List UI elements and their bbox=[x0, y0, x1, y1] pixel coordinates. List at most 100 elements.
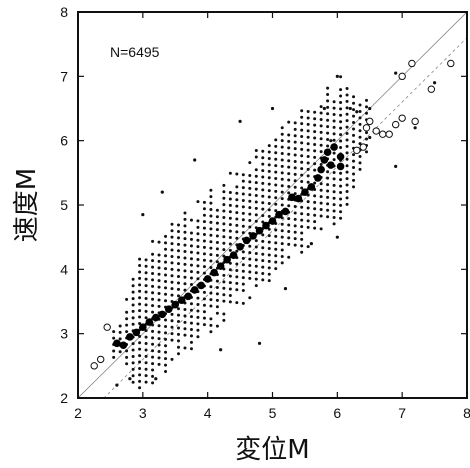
data-point-small bbox=[228, 197, 232, 201]
data-point-small bbox=[138, 366, 142, 370]
data-point-small bbox=[215, 215, 219, 219]
data-point-small bbox=[332, 106, 336, 110]
data-point-small bbox=[196, 335, 200, 339]
data-point-small bbox=[306, 142, 310, 146]
data-point-small bbox=[248, 212, 252, 216]
data-point-small bbox=[267, 234, 271, 238]
data-point-small bbox=[322, 106, 326, 111]
data-point-small bbox=[267, 279, 271, 283]
data-point-small bbox=[280, 248, 284, 252]
data-point-mean bbox=[223, 255, 231, 264]
data-point-small bbox=[293, 224, 297, 228]
data-point-small bbox=[352, 140, 356, 144]
data-point-mean bbox=[288, 193, 296, 202]
data-point-small bbox=[358, 109, 362, 113]
data-point-small bbox=[287, 172, 291, 176]
data-point-small bbox=[170, 242, 174, 246]
data-point-small bbox=[274, 189, 278, 193]
data-point-small bbox=[176, 287, 180, 291]
data-point-small bbox=[183, 307, 187, 311]
data-point-small bbox=[228, 287, 232, 291]
data-point-small bbox=[215, 298, 219, 302]
data-point-small bbox=[274, 177, 278, 181]
data-point-small bbox=[196, 219, 200, 223]
data-point-small bbox=[319, 227, 323, 231]
data-point-open bbox=[427, 85, 436, 93]
data-point-small bbox=[164, 350, 168, 354]
data-point-small bbox=[248, 251, 252, 255]
data-point-small bbox=[365, 150, 369, 154]
data-point-small bbox=[235, 191, 239, 195]
data-point-small bbox=[176, 242, 180, 246]
data-point-small bbox=[241, 289, 245, 293]
data-point-small bbox=[300, 173, 304, 177]
data-point-small bbox=[170, 332, 174, 336]
data-point-small bbox=[261, 156, 265, 160]
data-point-mean bbox=[164, 305, 173, 314]
data-point-small bbox=[125, 362, 129, 366]
data-point-small bbox=[274, 138, 278, 142]
data-point-small bbox=[176, 339, 180, 343]
x-tick-label: 8 bbox=[463, 405, 470, 421]
data-point-small bbox=[151, 362, 155, 366]
data-point-small bbox=[241, 211, 245, 215]
data-point-small bbox=[319, 105, 323, 109]
data-point-small bbox=[332, 215, 336, 219]
data-point-small bbox=[339, 100, 343, 104]
data-point-small bbox=[228, 248, 232, 252]
data-point-small bbox=[313, 162, 317, 166]
data-point-mean bbox=[158, 310, 167, 319]
data-point-small bbox=[157, 272, 161, 276]
data-point-small bbox=[164, 357, 168, 361]
data-point-small bbox=[164, 254, 168, 258]
data-point-mean bbox=[323, 148, 332, 157]
data-point-small bbox=[170, 357, 174, 361]
data-point-small bbox=[228, 268, 232, 272]
data-point-small bbox=[287, 120, 291, 124]
data-point-small bbox=[326, 208, 330, 212]
data-point-small bbox=[189, 321, 193, 325]
data-point-small bbox=[183, 224, 187, 228]
data-point-small bbox=[339, 216, 343, 220]
data-point-small bbox=[326, 86, 330, 90]
data-point-small bbox=[138, 360, 142, 364]
data-point-small bbox=[241, 276, 245, 280]
data-point-small bbox=[345, 157, 349, 161]
data-point-small bbox=[313, 200, 317, 204]
data-point-small bbox=[300, 122, 304, 126]
data-point-small bbox=[196, 238, 200, 242]
data-point-small bbox=[164, 318, 168, 322]
data-point-small bbox=[365, 137, 369, 141]
data-point-mean bbox=[184, 292, 193, 301]
data-point-small bbox=[215, 324, 219, 328]
data-point-small bbox=[209, 291, 213, 295]
data-point-small bbox=[118, 350, 122, 354]
data-point-small bbox=[394, 164, 398, 168]
data-point-small bbox=[280, 197, 284, 201]
data-point-small bbox=[319, 117, 323, 121]
data-point-small bbox=[112, 355, 116, 359]
y-axis-title: 速度M bbox=[12, 168, 42, 242]
data-point-small bbox=[257, 341, 262, 345]
data-point-mean bbox=[197, 281, 205, 290]
data-point-small bbox=[228, 293, 232, 297]
data-point-open bbox=[359, 143, 367, 151]
data-point-small bbox=[151, 297, 155, 301]
data-point-small bbox=[202, 265, 206, 269]
data-point-small bbox=[280, 190, 284, 194]
data-point-small bbox=[274, 267, 278, 271]
data-point-small bbox=[138, 334, 142, 338]
data-point-small bbox=[365, 105, 369, 109]
data-point-small bbox=[348, 106, 352, 111]
data-point-small bbox=[332, 170, 336, 174]
data-point-small bbox=[222, 203, 226, 207]
data-point-small bbox=[241, 198, 245, 202]
data-point-small bbox=[293, 140, 297, 144]
data-point-small bbox=[131, 284, 135, 288]
data-point-small bbox=[176, 326, 180, 330]
data-point-small bbox=[235, 262, 239, 266]
data-point-small bbox=[125, 330, 129, 334]
data-point-small bbox=[176, 275, 180, 279]
data-point-small bbox=[261, 181, 265, 185]
data-point-small bbox=[196, 309, 200, 313]
